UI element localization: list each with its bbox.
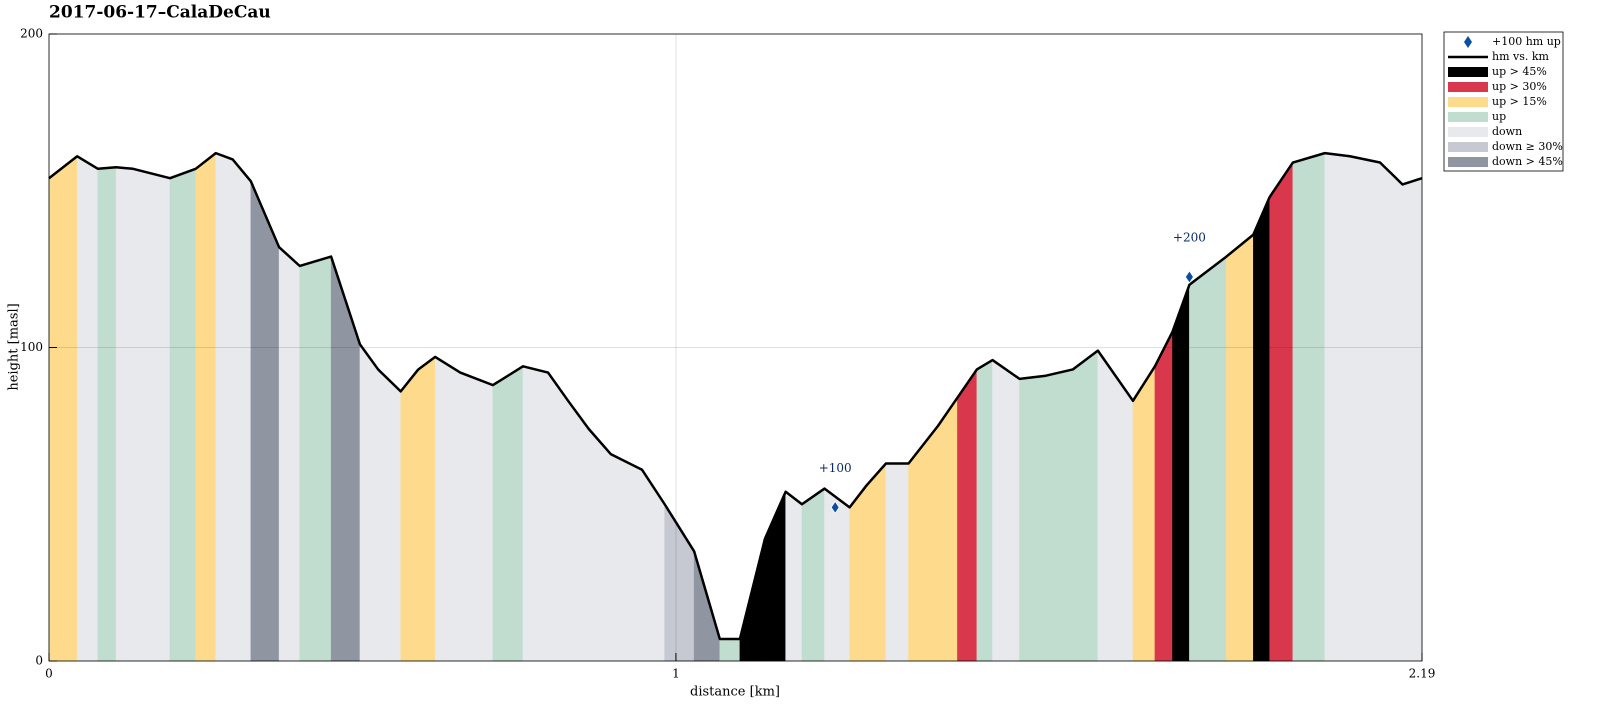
slope-fill [215,152,233,662]
slope-fill [1402,177,1423,662]
slope-fill [169,168,196,662]
slope-fill [937,396,958,662]
slope-fill [359,343,379,662]
legend-label: +100 hm up [1492,35,1561,48]
chart-title: 2017-06-17–CalaDeCau [49,3,271,23]
slope-fill [1379,161,1403,662]
slope-fill [195,152,217,662]
marker-label: +100 [819,461,852,475]
slope-fill [418,356,436,662]
slope-fill [492,365,524,662]
x-tick-label: 2.19 [1409,667,1436,681]
slope-fill [278,246,301,662]
slope-fill [866,462,887,662]
slope-fill [434,356,461,662]
legend-swatch [1464,36,1472,48]
slope-fill [992,359,1020,662]
slope-fill [48,155,78,662]
slope-fill [299,256,332,662]
y-tick-label: 100 [20,340,43,354]
x-tick-label: 1 [672,667,680,681]
y-tick-label: 200 [20,27,43,41]
plot-frame [48,33,1423,662]
marker [830,500,840,515]
slope-fill [719,638,741,662]
slope-fill [1269,161,1294,662]
slope-fill [1324,152,1351,662]
slope-fill [824,488,850,662]
x-axis-label: distance [km] [690,685,780,700]
slope-fill [1292,152,1326,662]
marker [1184,270,1194,284]
y-tick-label: 0 [35,654,43,668]
slope-fill [885,463,909,662]
slope-fill [801,488,825,662]
legend-label: up > 30% [1492,80,1547,93]
legend-swatch [1448,67,1488,77]
slope-fill [976,359,993,662]
slope-fill [1045,369,1074,662]
slope-fill [588,428,611,662]
profile-line [48,151,1423,641]
slope-fill [1019,375,1047,662]
y-axis-label: height [masl] [7,303,22,390]
slope-fill [610,453,643,662]
slope-fill [115,166,134,662]
slope-fill [1226,234,1254,662]
slope-fill [522,365,549,662]
slope-fill [97,166,117,662]
legend-swatch [1448,97,1488,107]
slope-fill [1253,196,1270,662]
foreground: 0 100 200 0 1 2.19 +100 +200 +100 hm up hm vs. km… [20,27,1564,681]
slope-fill [460,372,494,662]
slope-fill [908,425,939,662]
legend-label: hm vs. km [1492,50,1550,63]
slope-fill [785,491,803,662]
legend-label: down ≥ 30% [1492,140,1563,153]
slope-fill [1072,350,1099,662]
slope-fill [76,155,99,662]
legend-swatch [1448,82,1488,92]
slope-fill [849,484,867,662]
slope-fill [1349,155,1381,662]
slope-fill [400,368,419,662]
slope-fill [232,158,252,662]
slope-fill [250,181,280,662]
x-tick-label: 0 [45,667,53,681]
legend-label: up [1492,110,1506,123]
slope-fill [1154,331,1173,662]
legend-label: down > 45% [1492,155,1563,168]
slope-fill [547,371,569,662]
slope-fill [957,368,978,662]
fills [48,152,1423,662]
slope-fill [1172,284,1190,662]
slope-fill [377,368,401,662]
slope-fill [1189,256,1227,662]
marker-label: +200 [1173,230,1206,244]
slope-fill [330,256,361,662]
slope-fill [1132,365,1156,662]
legend-swatch [1448,157,1488,167]
slope-fill [132,168,171,662]
legend-swatch [1448,142,1488,152]
legend-swatch [1448,112,1488,122]
legend-swatch [1448,127,1488,137]
legend-label: up > 45% [1492,65,1547,78]
legend-label: down [1492,125,1522,138]
slope-fill [567,400,590,662]
legend-label: up > 15% [1492,95,1547,108]
slope-fill [1097,349,1134,662]
